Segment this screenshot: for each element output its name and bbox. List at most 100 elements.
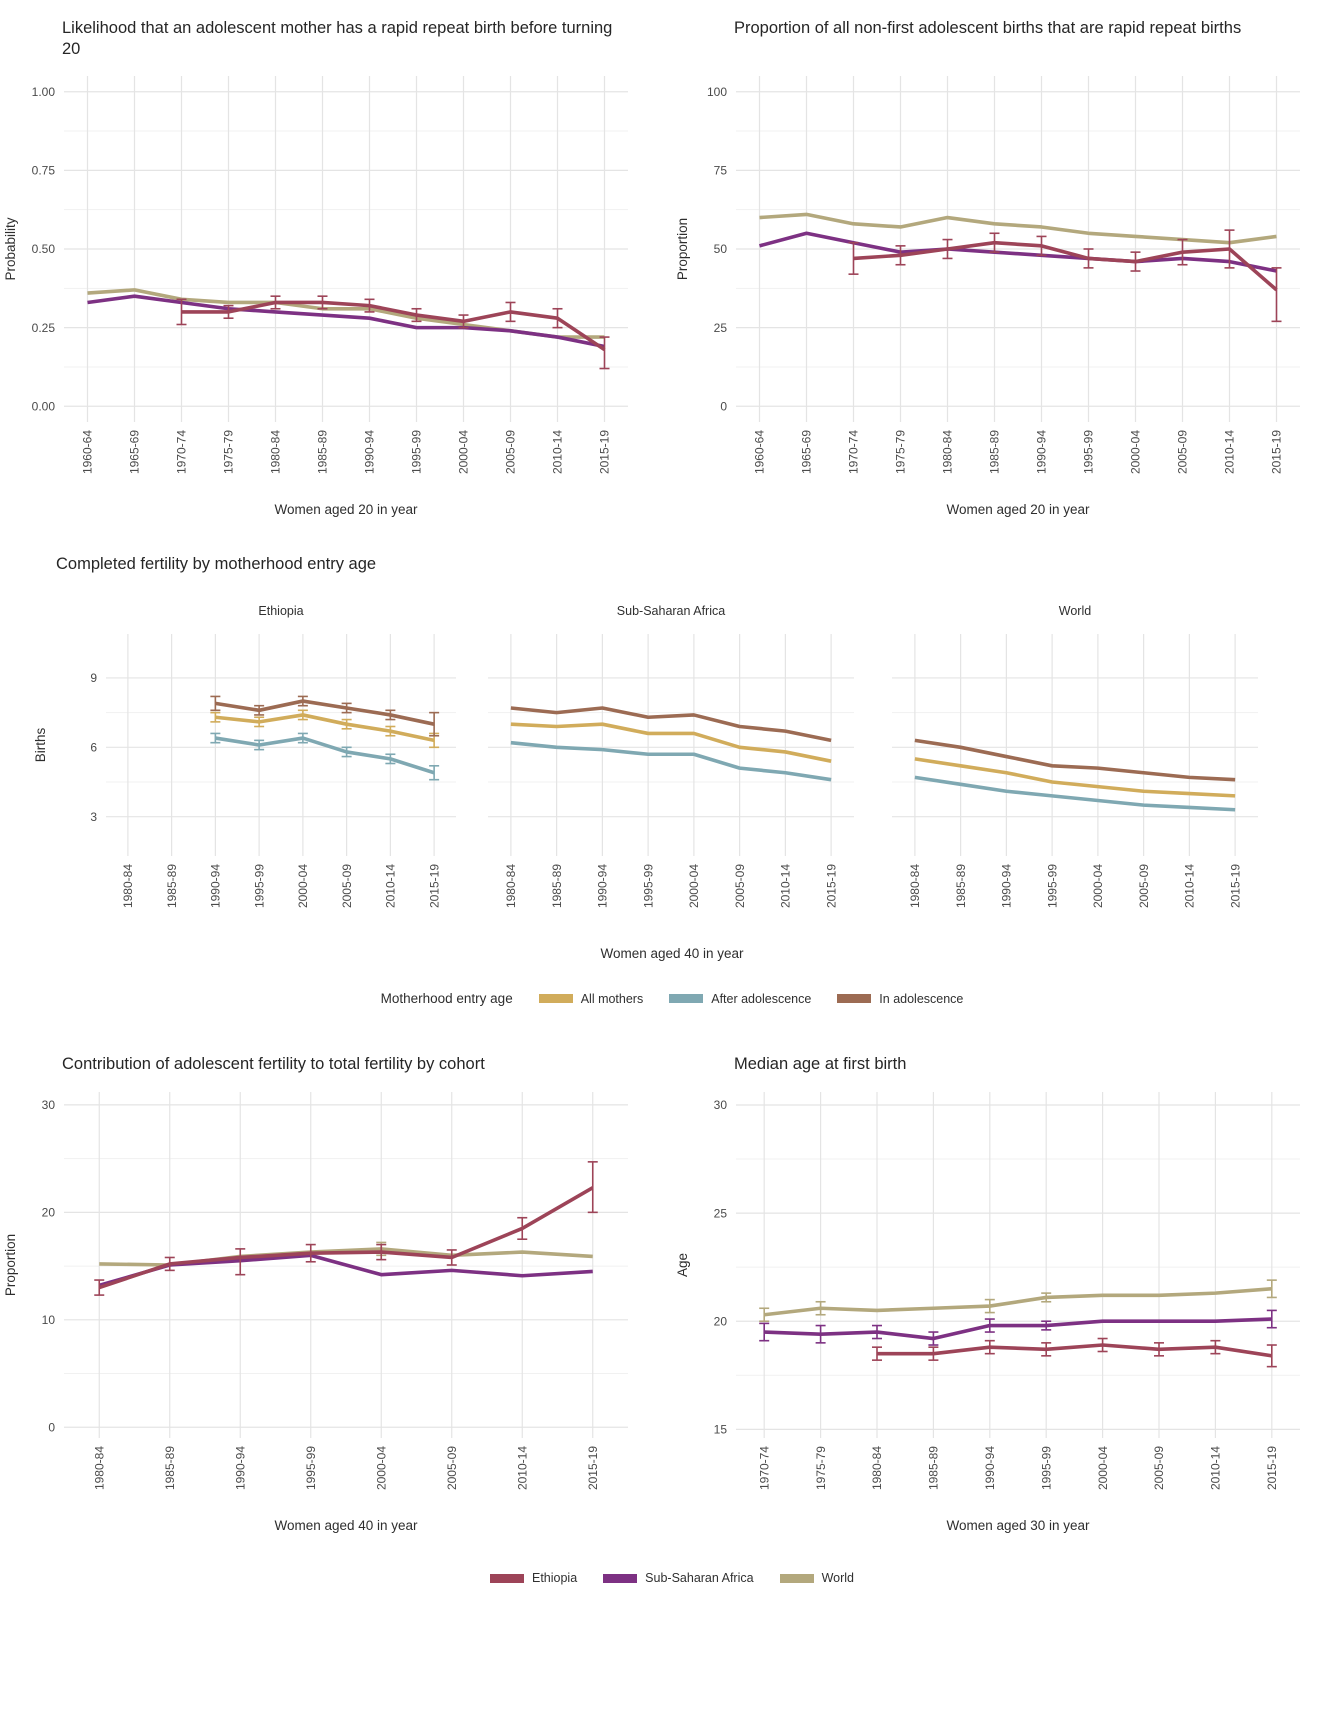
svg-text:Proportion: Proportion [3,1234,18,1296]
svg-text:20: 20 [42,1206,56,1220]
line-chart-rapid-repeat-probability: 0.00 0.25 0.50 0.75 1.00 Probability 1960-64 19… [3,76,628,517]
chart-title: Contribution of adolescent fertility to … [62,1055,485,1074]
svg-text:2005-09: 2005-09 [733,864,747,908]
svg-text:2015-19: 2015-19 [1265,1446,1279,1490]
svg-text:2015-19: 2015-19 [427,864,441,908]
svg-text:1985-89: 1985-89 [165,864,179,908]
svg-text:1995-99: 1995-99 [410,430,424,474]
svg-text:1965-69: 1965-69 [800,430,814,474]
svg-text:2010-14: 2010-14 [515,1446,529,1490]
svg-text:Women aged 40 in year: Women aged 40 in year [274,1518,418,1533]
svg-text:2005-09: 2005-09 [1137,864,1151,908]
svg-text:2000-04: 2000-04 [1091,864,1105,908]
line-chart-median-age: 15 20 25 30 Age 1970-74 1975-79 1980-84 1985-89 1… [675,1092,1300,1533]
legend-item-in-adolescence: In adolescence [837,992,963,1006]
svg-text:1975-79: 1975-79 [894,430,908,474]
svg-text:1970-74: 1970-74 [757,1446,771,1490]
svg-text:1995-99: 1995-99 [1039,1446,1053,1490]
svg-text:2010-14: 2010-14 [551,430,565,474]
top-row: Likelihood that an adolescent mother has… [0,6,1344,529]
svg-text:1975-79: 1975-79 [814,1446,828,1490]
svg-text:1970-74: 1970-74 [175,430,189,474]
chart-rapid-repeat-probability: Likelihood that an adolescent mother has… [0,6,672,529]
legend-item-world: World [779,1571,854,1586]
all-mothers-swatch-icon [538,994,573,1004]
svg-text:1975-79: 1975-79 [222,430,236,474]
svg-text:30: 30 [714,1098,728,1112]
svg-text:100: 100 [707,85,727,99]
in-adolescence-swatch-icon [837,994,872,1004]
svg-text:75: 75 [714,164,728,178]
chart-title: Median age at first birth [734,1055,907,1074]
facet-sub-saharan-africa: Sub-Saharan Africa 1980-84 1985-89 1990-94… [466,604,870,946]
svg-text:2010-14: 2010-14 [1209,1446,1223,1490]
svg-text:3: 3 [90,810,97,824]
line-chart-fertility-ssa: 1980-84 1985-89 1990-94 1995-99 2000-04 2005-… [488,634,854,908]
svg-text:1990-94: 1990-94 [596,864,610,908]
svg-text:2005-09: 2005-09 [445,1446,459,1490]
legend-item-all-mothers: All mothers [538,992,643,1006]
svg-text:1980-84: 1980-84 [92,1446,106,1490]
svg-text:1985-89: 1985-89 [954,864,968,908]
svg-text:0.50: 0.50 [32,242,56,256]
facet-ethiopia: Ethiopia 3 6 9 Births 1980-84 1985-89 1990-94 1… [30,604,466,946]
svg-text:1985-89: 1985-89 [163,1446,177,1490]
svg-text:0.25: 0.25 [32,321,56,335]
chart-rapid-repeat-proportion: Proportion of all non-first adolescent b… [672,6,1344,529]
svg-text:15: 15 [714,1423,728,1437]
legend-label: Ethiopia [531,1571,578,1586]
facet-world: World 1980-84 1985-89 1990-94 1995-99 2000-0… [870,604,1274,946]
svg-text:1.00: 1.00 [32,85,56,99]
legend-label: World [821,1571,854,1586]
svg-text:1980-84: 1980-84 [908,864,922,908]
svg-text:1995-99: 1995-99 [641,864,655,908]
svg-text:2010-14: 2010-14 [1223,430,1237,474]
svg-text:1985-89: 1985-89 [550,864,564,908]
svg-text:0.00: 0.00 [32,400,56,414]
legend-item-sub-saharan-africa: Sub-Saharan Africa [603,1571,754,1586]
facet-label: Sub-Saharan Africa [616,604,726,619]
completed-fertility-section: Completed fertility by motherhood entry … [0,555,1344,1006]
svg-text:1990-94: 1990-94 [209,864,223,908]
svg-text:1980-84: 1980-84 [870,1446,884,1490]
svg-text:1995-99: 1995-99 [1045,864,1059,908]
svg-text:1960-64: 1960-64 [753,430,767,474]
svg-text:1985-89: 1985-89 [927,1446,941,1490]
facet-row: Ethiopia 3 6 9 Births 1980-84 1985-89 1990-94 1… [0,604,1344,946]
svg-text:1995-99: 1995-99 [304,1446,318,1490]
svg-text:Women aged 30 in year: Women aged 30 in year [946,1518,1090,1533]
chart-median-age-first-birth: Median age at first birth 15 20 25 30 Age 197… [672,1042,1344,1545]
fertility-legend: Motherhood entry age All mothers After a… [0,991,1344,1006]
svg-text:2015-19: 2015-19 [1270,430,1284,474]
svg-text:2000-04: 2000-04 [374,1446,388,1490]
facet-label: Ethiopia [258,604,304,619]
line-chart-fertility-ethiopia: 3 6 9 Births 1980-84 1985-89 1990-94 1995-99 200… [33,634,456,908]
section-title: Completed fertility by motherhood entry … [56,555,377,574]
bottom-row: Contribution of adolescent fertility to … [0,1042,1344,1545]
svg-text:1985-89: 1985-89 [988,430,1002,474]
legend-item-ethiopia: Ethiopia [489,1571,578,1586]
svg-text:0: 0 [48,1421,55,1435]
svg-text:0.75: 0.75 [32,164,56,178]
svg-text:2000-04: 2000-04 [1129,430,1143,474]
chart-title: Likelihood that an adolescent mother has… [62,19,613,59]
svg-text:1990-94: 1990-94 [1000,864,1014,908]
svg-text:1995-99: 1995-99 [1082,430,1096,474]
shared-x-axis-label: Women aged 40 in year [600,946,744,962]
svg-text:Age: Age [675,1253,690,1277]
svg-text:Women aged 20 in year: Women aged 20 in year [946,502,1090,517]
line-chart-fertility-world: 1980-84 1985-89 1990-94 1995-99 2000-04 2005-… [892,634,1258,908]
line-chart-rapid-repeat-proportion: 0 25 50 75 100 Proportion 1960-64 1965-69 1970-7… [675,76,1300,517]
legend-label: Sub-Saharan Africa [645,1571,754,1586]
legend-label: In adolescence [879,991,964,1006]
svg-text:1970-74: 1970-74 [847,430,861,474]
svg-text:2015-19: 2015-19 [598,430,612,474]
svg-text:1980-84: 1980-84 [504,864,518,908]
svg-text:2010-14: 2010-14 [779,864,793,908]
legend-title: Motherhood entry age [380,991,513,1007]
svg-text:1990-94: 1990-94 [1035,430,1049,474]
svg-text:30: 30 [42,1098,56,1112]
svg-text:Probability: Probability [3,217,18,280]
svg-text:1990-94: 1990-94 [983,1446,997,1490]
facet-label: World [1058,604,1092,619]
